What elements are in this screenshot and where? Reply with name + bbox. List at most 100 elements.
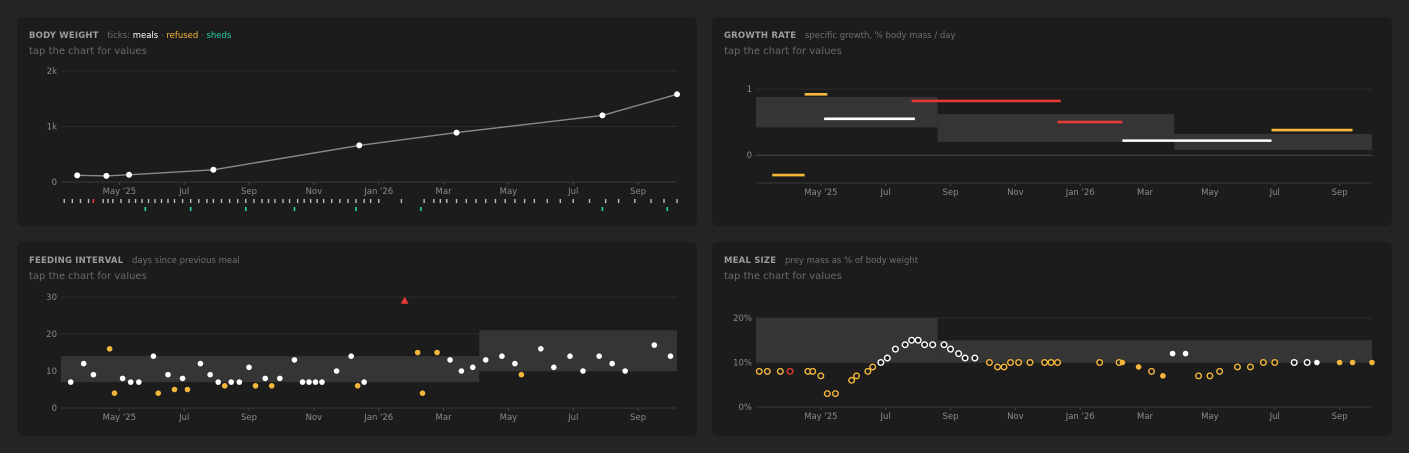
meal-tick [261, 199, 263, 203]
data-point [184, 386, 191, 393]
normal-range-band [1174, 134, 1372, 150]
meal-tick [676, 199, 678, 203]
legend-sep: · [198, 31, 207, 41]
panel-subtitle: specific growth, % body mass / day [804, 31, 956, 41]
data-point [106, 346, 113, 352]
data-point [869, 363, 877, 371]
data-point [947, 345, 955, 353]
x-tick-label: Jul [567, 413, 578, 423]
x-tick-label: May '25 [804, 412, 837, 422]
meal-tick [228, 199, 231, 203]
data-point [221, 383, 228, 389]
outlier-marker [400, 296, 409, 304]
data-point [776, 367, 784, 375]
data-point [518, 371, 525, 378]
weight-point [356, 142, 363, 149]
normal-range-band [756, 96, 938, 128]
x-tick-label: May [500, 413, 518, 423]
data-point [1041, 358, 1049, 366]
body-weight-panel: BODY WEIGHT ticks: meals · refused · she… [17, 17, 697, 226]
data-point [179, 375, 186, 382]
data-point [929, 341, 937, 349]
y-tick-label: 0 [52, 178, 57, 188]
x-tick-label: May [500, 187, 518, 197]
meal-tick [274, 199, 276, 203]
legend-sheds: sheds [206, 31, 232, 41]
data-point [127, 379, 134, 385]
meal-tick [369, 199, 372, 203]
weight-point [599, 112, 606, 119]
data-point [1303, 358, 1311, 366]
x-tick-label: Sep [1332, 412, 1348, 422]
data-point [831, 390, 839, 398]
data-point [414, 349, 421, 356]
data-point [1314, 359, 1320, 366]
data-point [482, 357, 489, 363]
data-point [434, 349, 440, 356]
meal-size-panel: MEAL SIZE prey mass as % of body weight … [712, 242, 1392, 436]
data-point [955, 350, 963, 358]
meal-tick [71, 199, 74, 203]
meal-tick [485, 199, 487, 203]
weight-line [77, 93, 678, 177]
data-point [333, 368, 340, 374]
data-point [901, 341, 909, 349]
weight-point [103, 172, 110, 179]
y-tick-label: 2k [47, 67, 57, 77]
data-point [1007, 358, 1015, 366]
meal-tick [331, 199, 333, 203]
x-tick-label: Nov [1007, 188, 1024, 198]
x-tick-label: Jul [880, 412, 891, 422]
x-tick-label: Sep [241, 187, 257, 197]
x-tick-label: May [1201, 412, 1219, 422]
x-tick-label: Jul [567, 187, 578, 197]
data-point [914, 336, 922, 344]
meal-tick [189, 199, 192, 203]
meal-tick [167, 199, 169, 203]
meal-tick [433, 199, 435, 203]
chart-hint: tap the chart for values [29, 46, 147, 57]
growth-rate-chart[interactable]: 0 1 May '25 Jul Sep Nov Jan '26 Mar May Jul Sep [712, 17, 1392, 226]
x-tick-label: Nov [306, 187, 323, 197]
x-tick-label: Jan '26 [1065, 188, 1095, 198]
data-point [215, 379, 222, 385]
meal-tick [296, 199, 299, 203]
meal-tick [120, 199, 122, 203]
data-point [1369, 359, 1375, 366]
data-point [419, 390, 426, 396]
x-tick-label: Jul [178, 413, 189, 423]
meal-size-header: MEAL SIZE prey mass as % of body weight [724, 256, 918, 266]
x-tick-label: Nov [306, 413, 323, 423]
meal-tick [160, 199, 163, 203]
x-tick-label: Sep [630, 187, 646, 197]
body-weight-chart[interactable]: 0 1k 2k May '25 Jul Sep Nov Jan '26 Mar May Jul Sep [17, 17, 697, 226]
meal-tick [147, 199, 150, 203]
y-tick-label: 0 [52, 404, 57, 414]
data-point [786, 367, 794, 375]
data-point [908, 336, 916, 344]
meal-tick [79, 199, 82, 203]
feeding-interval-chart[interactable]: 0 10 20 30 May '25 Jul Sep Nov Jan '26 Mar May Jul S… [17, 242, 697, 436]
data-point [111, 390, 118, 396]
data-point [306, 379, 312, 385]
data-point [809, 367, 817, 375]
shed-tick [245, 207, 247, 211]
meal-tick [236, 199, 239, 203]
weight-point [74, 172, 81, 179]
legend-meals: meals [132, 31, 159, 41]
data-point [512, 360, 518, 367]
meal-tick [245, 199, 247, 203]
data-point [150, 353, 157, 359]
x-tick-label: May [1201, 188, 1219, 198]
meal-tick [154, 199, 156, 203]
meal-tick [128, 199, 130, 203]
data-point [609, 360, 615, 367]
meal-tick [206, 199, 208, 203]
data-point [985, 358, 993, 366]
data-point [246, 364, 252, 371]
x-tick-label: Sep [943, 412, 959, 422]
meal-size-chart[interactable]: 0% 10% 20% May '25 Jul Sep Nov Jan '26 Mar May Jul… [712, 242, 1392, 436]
y-tick-label: 1 [747, 85, 752, 95]
x-tick-label: Jan '26 [363, 187, 393, 197]
chart-hint: tap the chart for values [29, 271, 147, 282]
